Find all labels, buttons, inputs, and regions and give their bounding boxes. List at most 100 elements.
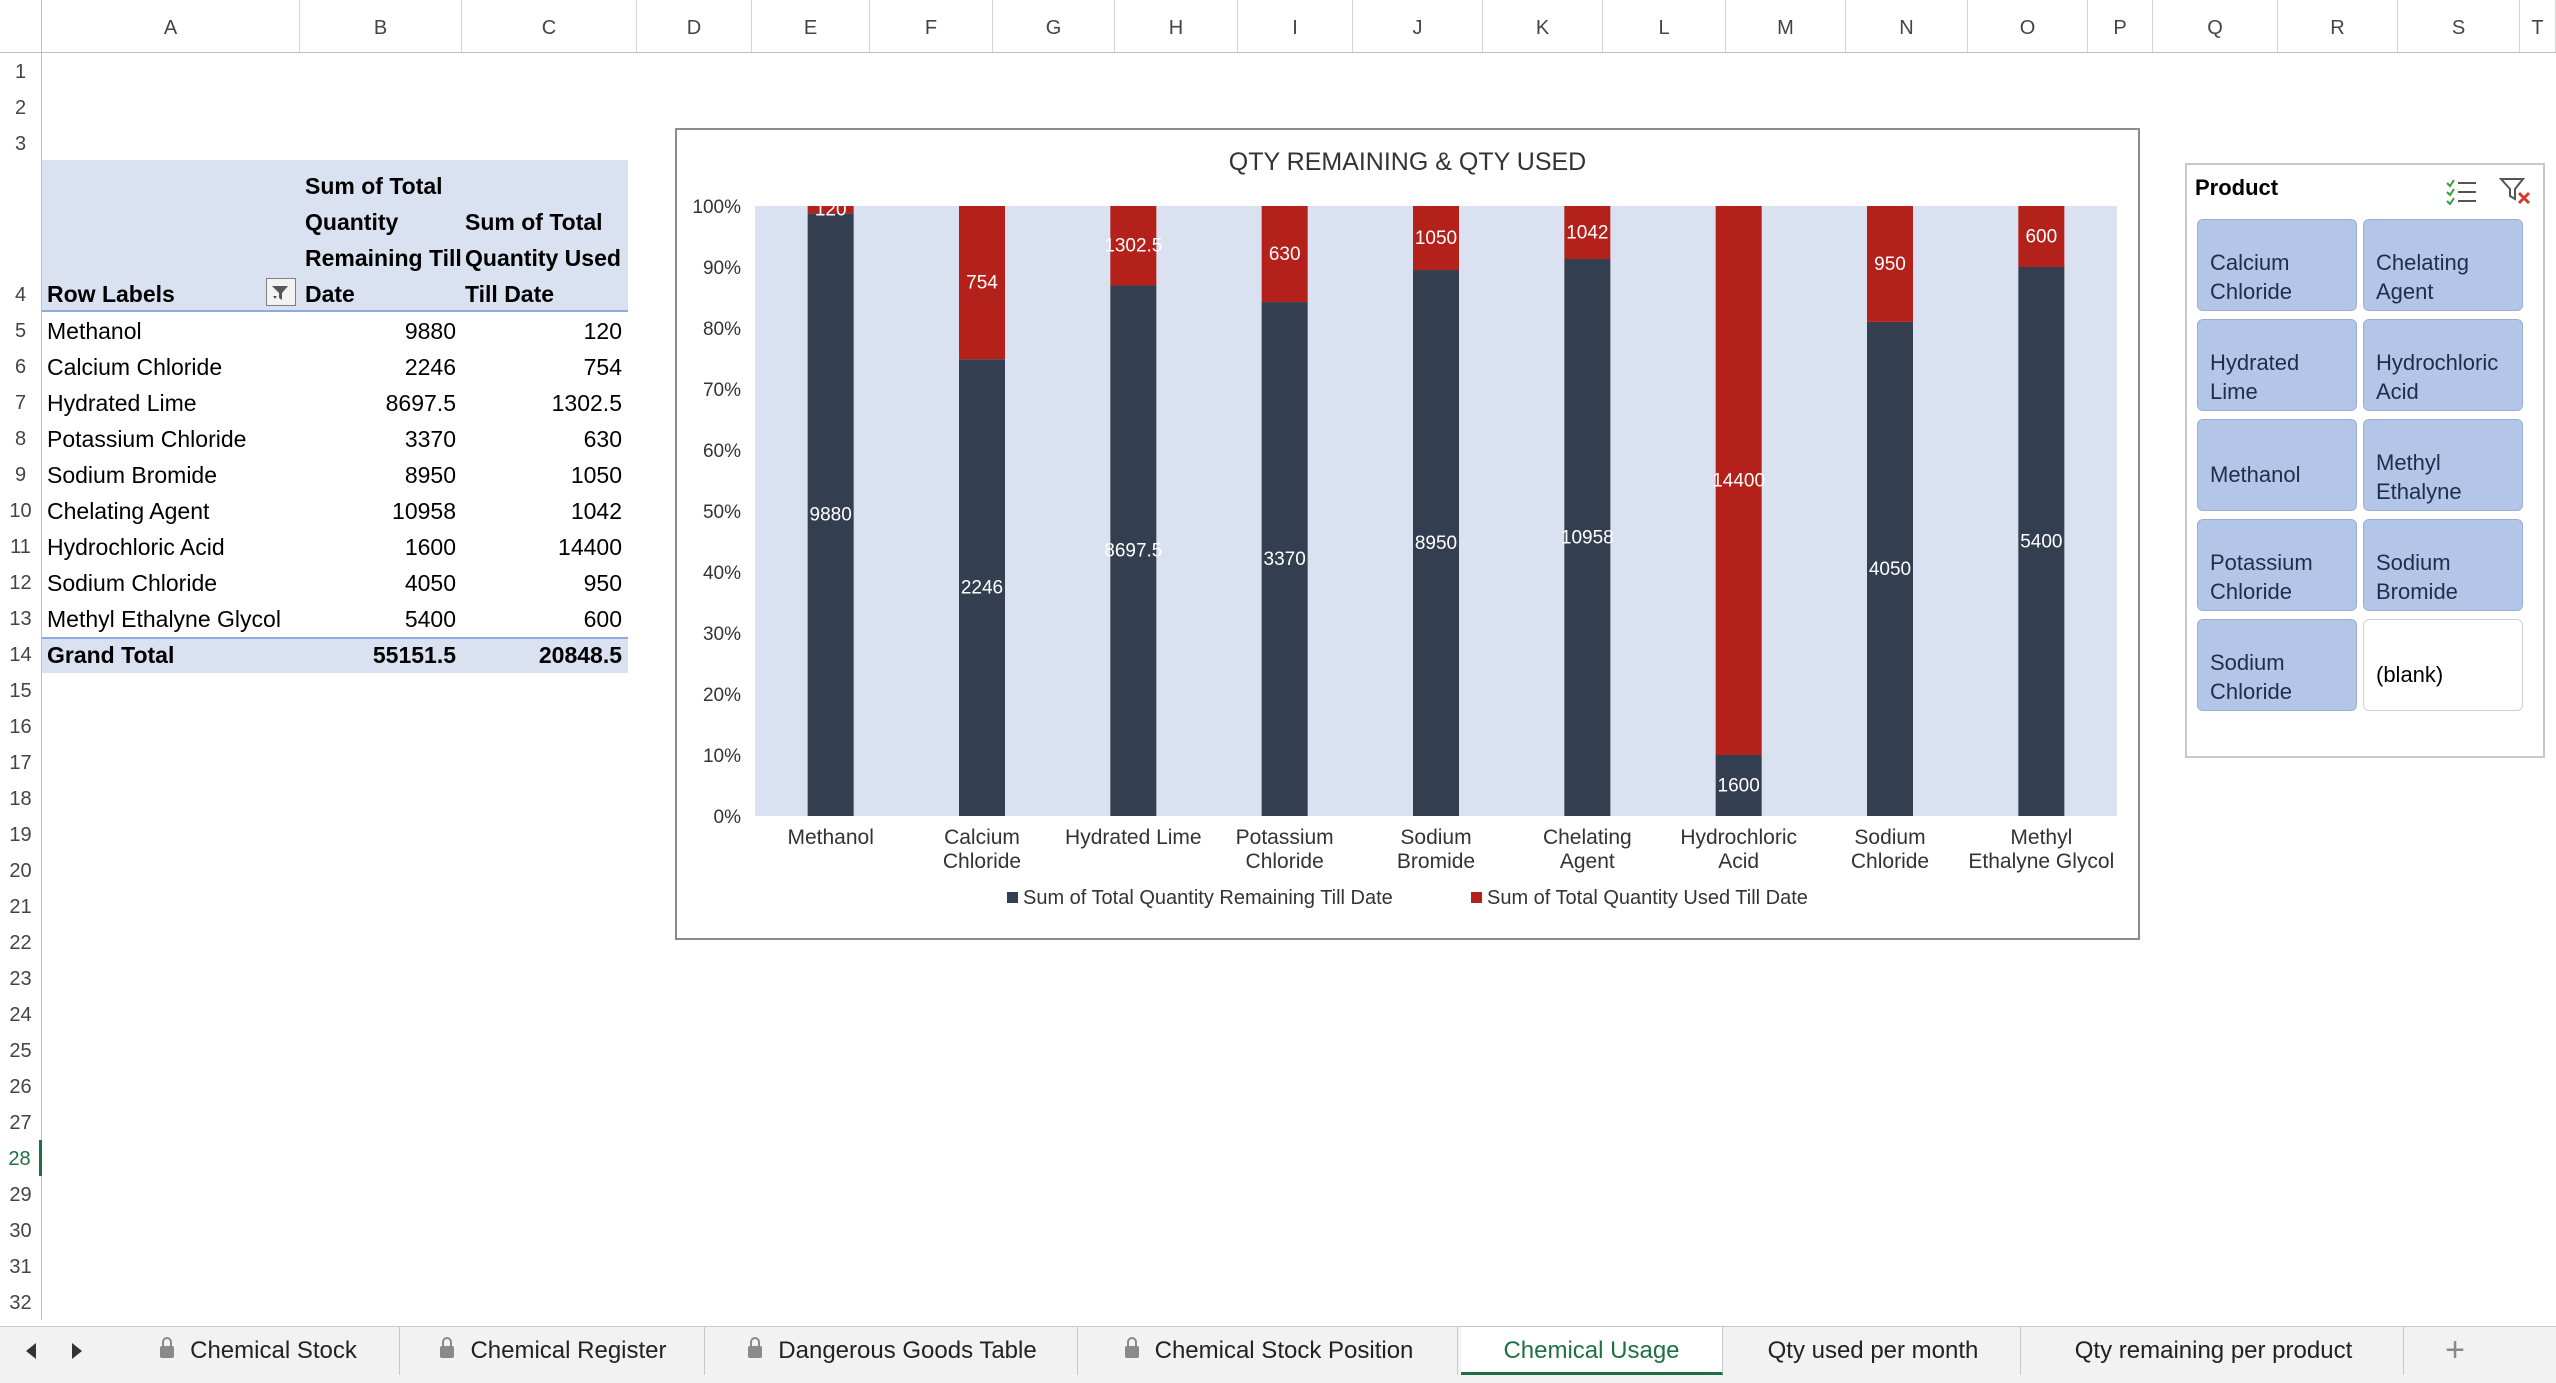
column-header[interactable]: P [2088,0,2153,52]
row-header[interactable]: 27 [0,1104,42,1140]
pivot-row-used[interactable]: 950 [583,570,622,596]
column-header[interactable]: S [2398,0,2520,52]
sheet-tab[interactable]: Qty used per month [1726,1327,2021,1375]
row-header[interactable]: 16 [0,708,42,744]
row-header[interactable]: 7 [0,384,42,420]
add-sheet-button[interactable]: + [2445,1331,2465,1369]
pivot-row-label[interactable]: Hydrochloric Acid [47,534,225,560]
row-header[interactable]: 14 [0,636,42,672]
pivot-row-used[interactable]: 600 [583,606,622,632]
pivot-row-remaining[interactable]: 8950 [404,462,456,488]
pivot-row-label[interactable]: Sodium Bromide [47,462,218,488]
row-header[interactable]: 6 [0,348,42,384]
column-header[interactable]: J [1353,0,1483,52]
column-header[interactable]: D [637,0,752,52]
clear-filter-icon[interactable] [2498,175,2533,212]
row-header[interactable]: 3 [0,125,42,161]
pivot-header-row-labels[interactable]: Row Labels [47,281,175,307]
pivot-row-label[interactable]: Methanol [47,318,142,344]
scroll-left-icon[interactable] [22,1341,40,1366]
row-header[interactable]: 12 [0,564,42,600]
grand-total-used[interactable]: 20848.5 [538,642,622,668]
sheet-tab[interactable]: Dangerous Goods Table [708,1327,1078,1375]
row-header[interactable]: 24 [0,996,42,1032]
row-header[interactable]: 19 [0,816,42,852]
row-header[interactable]: 28 [0,1140,42,1176]
row-header[interactable]: 15 [0,672,42,708]
column-header[interactable]: B [300,0,462,52]
select-all-corner[interactable] [0,0,42,52]
row-header[interactable]: 32 [0,1284,42,1320]
pivot-row-used[interactable]: 1042 [570,498,622,524]
slicer-item[interactable]: Methanol [2197,419,2357,511]
row-header[interactable]: 10 [0,492,42,528]
slicer-item[interactable]: Calcium Chloride [2197,219,2357,311]
pivot-row-label[interactable]: Sodium Chloride [47,570,218,596]
pivot-row-remaining[interactable]: 8697.5 [385,390,456,416]
row-header[interactable]: 1 [0,53,42,89]
pivot-row-remaining[interactable]: 5400 [404,606,456,632]
sheet-tab[interactable]: Chemical Usage [1461,1327,1723,1375]
row-header[interactable]: 20 [0,852,42,888]
pivot-row-used[interactable]: 630 [583,426,622,452]
row-header[interactable]: 21 [0,888,42,924]
pivot-row-remaining[interactable]: 4050 [404,570,456,596]
row-header[interactable]: 22 [0,924,42,960]
pivot-row-used[interactable]: 14400 [558,534,622,560]
slicer-item[interactable]: Methyl Ethalyne [2363,419,2523,511]
product-slicer[interactable]: Product Calcium Chloride Chelating Agent H… [2185,163,2545,758]
row-header[interactable]: 25 [0,1032,42,1068]
column-header[interactable]: E [752,0,870,52]
stacked-bar-chart[interactable]: QTY REMAINING & QTY USED 0% 10% 20% 30% 40% 50… [675,128,2140,940]
column-header[interactable]: Q [2153,0,2278,52]
column-header[interactable]: K [1483,0,1603,52]
row-header[interactable]: 23 [0,960,42,996]
pivot-row-used[interactable]: 754 [583,354,622,380]
slicer-item[interactable]: Hydrochloric Acid [2363,319,2523,411]
column-header[interactable]: F [870,0,993,52]
column-header[interactable]: O [1968,0,2088,52]
pivot-row-label[interactable]: Chelating Agent [47,498,210,524]
row-header[interactable]: 26 [0,1068,42,1104]
pivot-row-label[interactable]: Methyl Ethalyne Glycol [47,606,281,632]
slicer-item[interactable]: Sodium Bromide [2363,519,2523,611]
slicer-item[interactable]: Potassium Chloride [2197,519,2357,611]
column-header[interactable]: T [2520,0,2556,52]
pivot-row-remaining[interactable]: 2246 [404,354,456,380]
row-header[interactable]: 17 [0,744,42,780]
sheet-tab[interactable]: Chemical Stock [118,1327,400,1375]
multi-select-icon[interactable] [2445,177,2479,210]
sheet-tab[interactable]: Chemical Stock Position [1081,1327,1458,1375]
column-header[interactable]: I [1238,0,1353,52]
row-header[interactable]: 4 [0,160,42,312]
column-header[interactable]: R [2278,0,2398,52]
pivot-row-used[interactable]: 1302.5 [551,390,622,416]
row-header[interactable]: 13 [0,600,42,636]
pivot-row-used[interactable]: 120 [583,318,622,344]
grand-total-remaining[interactable]: 55151.5 [372,642,456,668]
scroll-right-icon[interactable] [68,1341,86,1366]
pivot-row-remaining[interactable]: 3370 [404,426,456,452]
slicer-item[interactable]: Hydrated Lime [2197,319,2357,411]
row-header[interactable]: 18 [0,780,42,816]
slicer-item[interactable]: Sodium Chloride [2197,619,2357,711]
row-header[interactable]: 8 [0,420,42,456]
row-header[interactable]: 31 [0,1248,42,1284]
pivot-row-label[interactable]: Potassium Chloride [47,426,247,452]
pivot-row-remaining[interactable]: 1600 [404,534,456,560]
row-header[interactable]: 11 [0,528,42,564]
pivot-row-label[interactable]: Hydrated Lime [47,390,197,416]
pivot-row-label[interactable]: Calcium Chloride [47,354,223,380]
row-header[interactable]: 29 [0,1176,42,1212]
pivot-row-used[interactable]: 1050 [570,462,622,488]
row-header[interactable]: 5 [0,312,42,348]
pivot-row-remaining[interactable]: 9880 [404,318,456,344]
column-header[interactable]: N [1846,0,1968,52]
column-header[interactable]: A [42,0,300,52]
row-header[interactable]: 2 [0,89,42,125]
row-header[interactable]: 30 [0,1212,42,1248]
pivot-header-remaining[interactable]: Sum of Total Quantity Remaining Till Date [305,168,465,312]
slicer-item[interactable]: Chelating Agent [2363,219,2523,311]
column-header[interactable]: M [1726,0,1846,52]
pivot-header-used[interactable]: Sum of Total Quantity Used Till Date [465,204,630,312]
